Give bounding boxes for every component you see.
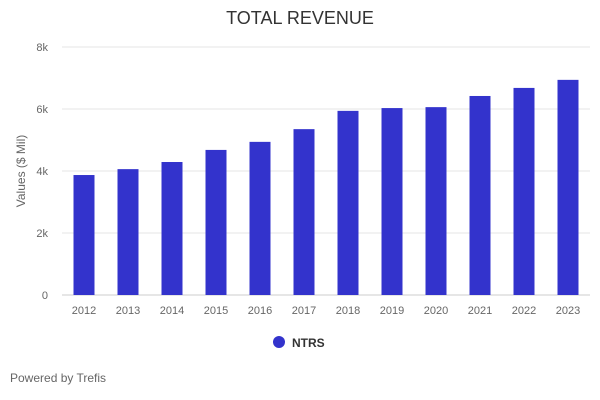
x-tick-label: 2021 bbox=[468, 305, 492, 317]
y-tick-label: 6k bbox=[36, 104, 48, 116]
bar-2019 bbox=[381, 108, 403, 295]
x-tick-label: 2014 bbox=[160, 305, 184, 317]
bar-2023 bbox=[557, 79, 579, 295]
y-tick-label: 8k bbox=[36, 42, 48, 54]
bar-2014 bbox=[161, 162, 183, 295]
x-tick-label: 2020 bbox=[424, 305, 448, 317]
bar-2016 bbox=[249, 141, 271, 295]
bar-2012 bbox=[73, 175, 95, 295]
bar-2018 bbox=[337, 110, 359, 295]
legend-marker bbox=[273, 336, 285, 348]
x-tick-label: 2018 bbox=[336, 305, 360, 317]
bar-2020 bbox=[425, 107, 447, 295]
x-tick-label: 2013 bbox=[116, 305, 140, 317]
x-tick-label: 2023 bbox=[556, 305, 580, 317]
chart-title: TOTAL REVENUE bbox=[226, 8, 374, 28]
x-tick-label: 2012 bbox=[72, 305, 96, 317]
bar-2013 bbox=[117, 169, 139, 295]
x-tick-label: 2022 bbox=[512, 305, 536, 317]
x-tick-label: 2019 bbox=[380, 305, 404, 317]
x-tick-label: 2017 bbox=[292, 305, 316, 317]
bar-2021 bbox=[469, 95, 491, 295]
powered-by-credit[interactable]: Powered by Trefis bbox=[10, 371, 107, 385]
legend-label-ntrs[interactable]: NTRS bbox=[292, 336, 325, 350]
y-tick-label: 2k bbox=[36, 228, 48, 240]
x-tick-label: 2015 bbox=[204, 305, 228, 317]
bar-2017 bbox=[293, 129, 315, 295]
y-tick-label: 0 bbox=[42, 290, 48, 302]
bar-2022 bbox=[513, 87, 535, 295]
y-axis-label: Values ($ Mil) bbox=[14, 135, 28, 207]
x-tick-label: 2016 bbox=[248, 305, 272, 317]
bar-2015 bbox=[205, 149, 227, 295]
y-tick-label: 4k bbox=[36, 166, 48, 178]
